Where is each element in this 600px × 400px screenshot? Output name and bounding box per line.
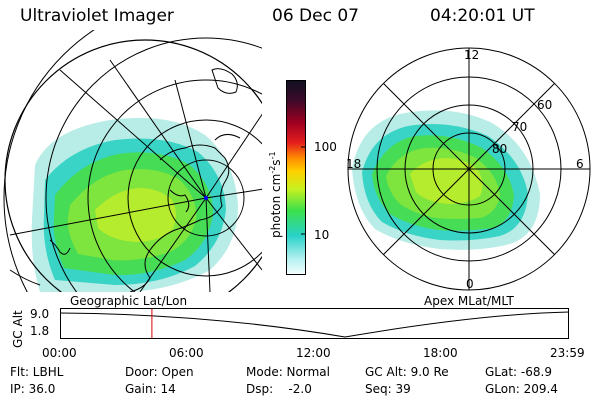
dsp-info: Dsp: -2.0 bbox=[246, 382, 312, 396]
mode-info: Mode: Normal bbox=[246, 365, 330, 379]
timeline-x-tick-0: 00:00 bbox=[42, 346, 77, 360]
seq-info: Seq: 39 bbox=[365, 382, 411, 396]
geographic-map-caption: Geographic Lat/Lon bbox=[70, 294, 188, 308]
geographic-grid bbox=[3, 30, 262, 292]
apex-plot-caption: Apex MLat/MLT bbox=[424, 294, 514, 308]
timeline-x-tick-4: 23:59 bbox=[550, 346, 585, 360]
timeline-plot bbox=[60, 308, 570, 339]
pole-marker bbox=[204, 196, 208, 200]
apex-grid bbox=[347, 47, 591, 291]
timeline-x-tick-3: 18:00 bbox=[423, 346, 458, 360]
color-scale-bar bbox=[286, 80, 306, 275]
instrument-title: Ultraviolet Imager bbox=[20, 6, 174, 26]
colorbar-tick-10: 10 bbox=[314, 228, 330, 242]
colorbar-tick-100: 100 bbox=[314, 140, 337, 154]
gain-info: Gain: 14 bbox=[125, 382, 176, 396]
altitude-curve bbox=[60, 311, 570, 338]
apex-polar-plot bbox=[347, 47, 591, 291]
glon-info: GLon: 209.4 bbox=[485, 382, 558, 396]
mlat-label-80: 80 bbox=[492, 142, 508, 156]
observation-date: 06 Dec 07 bbox=[272, 6, 359, 26]
ip-info: IP: 36.0 bbox=[10, 382, 56, 396]
mlt-label-6: 6 bbox=[576, 157, 584, 171]
timeline-x-tick-2: 12:00 bbox=[296, 346, 331, 360]
coastline bbox=[9, 68, 241, 292]
gc-alt-info: GC Alt: 9.0 Re bbox=[365, 365, 449, 379]
timeline-x-tick-1: 06:00 bbox=[169, 346, 204, 360]
mlat-label-60: 60 bbox=[537, 98, 553, 112]
timeline-frame bbox=[60, 308, 569, 339]
mlt-label-18: 18 bbox=[346, 157, 362, 171]
mlt-label-12: 12 bbox=[464, 48, 480, 62]
mlt-label-0: 0 bbox=[466, 277, 474, 291]
timeline-y-tick-max: 9.0 bbox=[30, 307, 50, 321]
filter-info: Flt: LBHL bbox=[10, 365, 64, 379]
glat-info: GLat: -68.9 bbox=[485, 365, 552, 379]
timeline-y-label: GC Alt bbox=[11, 310, 25, 348]
mlat-label-70: 70 bbox=[512, 120, 528, 134]
geographic-auroral-image bbox=[31, 117, 238, 292]
geographic-map bbox=[3, 30, 262, 292]
door-info: Door: Open bbox=[125, 365, 194, 379]
observation-time: 04:20:01 UT bbox=[430, 6, 535, 26]
timeline-y-tick-min: 1.8 bbox=[30, 324, 50, 338]
colorbar-unit-label: photon cm-2s-1 bbox=[268, 151, 283, 238]
